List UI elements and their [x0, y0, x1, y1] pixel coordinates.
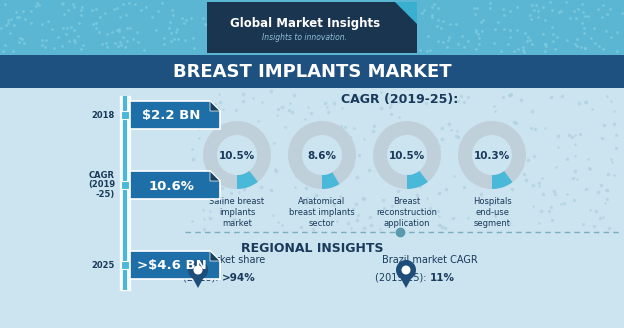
- Polygon shape: [210, 101, 220, 111]
- Text: $2.2 BN: $2.2 BN: [142, 110, 201, 122]
- FancyBboxPatch shape: [0, 55, 624, 88]
- Text: Brazil market CAGR: Brazil market CAGR: [382, 255, 478, 265]
- Polygon shape: [400, 277, 412, 288]
- Text: 11%: 11%: [430, 273, 455, 283]
- Text: 10.6%: 10.6%: [149, 179, 195, 193]
- Circle shape: [401, 265, 411, 275]
- Polygon shape: [395, 2, 417, 24]
- Text: Hospitals
end-use
segment: Hospitals end-use segment: [472, 197, 512, 228]
- Circle shape: [387, 135, 427, 175]
- Wedge shape: [492, 171, 512, 189]
- Text: CAGR (2019-25):: CAGR (2019-25):: [341, 93, 459, 107]
- Text: Global Market Insights: Global Market Insights: [230, 16, 380, 30]
- Text: 8.6%: 8.6%: [308, 151, 336, 161]
- Text: BREAST IMPLANTS MARKET: BREAST IMPLANTS MARKET: [173, 63, 451, 81]
- Text: (2018):: (2018):: [183, 273, 222, 283]
- Text: REGIONAL INSIGHTS: REGIONAL INSIGHTS: [241, 241, 383, 255]
- Circle shape: [288, 121, 356, 189]
- Text: 10.3%: 10.3%: [474, 151, 510, 161]
- Circle shape: [203, 121, 271, 189]
- Polygon shape: [210, 251, 220, 261]
- Text: U.S. market share: U.S. market share: [178, 255, 266, 265]
- Text: 2025: 2025: [92, 260, 115, 270]
- FancyBboxPatch shape: [0, 88, 624, 328]
- Text: Insights to innovation.: Insights to innovation.: [263, 33, 348, 43]
- Circle shape: [302, 135, 342, 175]
- Text: Breast
reconstruction
application: Breast reconstruction application: [376, 197, 437, 228]
- Circle shape: [458, 121, 526, 189]
- Text: Anatomical
breast implants
sector: Anatomical breast implants sector: [289, 197, 355, 228]
- FancyBboxPatch shape: [207, 2, 417, 53]
- Polygon shape: [130, 251, 220, 279]
- Polygon shape: [130, 171, 220, 199]
- Wedge shape: [407, 171, 428, 189]
- FancyBboxPatch shape: [121, 111, 129, 119]
- Text: >$4.6 BN: >$4.6 BN: [137, 259, 207, 273]
- Text: 10.5%: 10.5%: [389, 151, 425, 161]
- Text: CAGR
(2019
-25): CAGR (2019 -25): [88, 171, 115, 199]
- Polygon shape: [130, 101, 220, 129]
- Circle shape: [217, 135, 257, 175]
- Text: 10.5%: 10.5%: [219, 151, 255, 161]
- FancyBboxPatch shape: [121, 181, 129, 189]
- Polygon shape: [210, 171, 220, 181]
- Text: 2018: 2018: [92, 111, 115, 119]
- Wedge shape: [237, 171, 258, 189]
- Text: >94%: >94%: [222, 273, 256, 283]
- Text: Saline breast
implants
market: Saline breast implants market: [210, 197, 265, 228]
- Circle shape: [472, 135, 512, 175]
- Circle shape: [193, 265, 203, 275]
- Polygon shape: [192, 277, 204, 288]
- FancyBboxPatch shape: [121, 261, 129, 269]
- Circle shape: [188, 260, 208, 280]
- Wedge shape: [322, 172, 339, 189]
- FancyBboxPatch shape: [0, 0, 624, 55]
- Circle shape: [396, 260, 416, 280]
- Text: (2019-25):: (2019-25):: [376, 273, 430, 283]
- Circle shape: [373, 121, 441, 189]
